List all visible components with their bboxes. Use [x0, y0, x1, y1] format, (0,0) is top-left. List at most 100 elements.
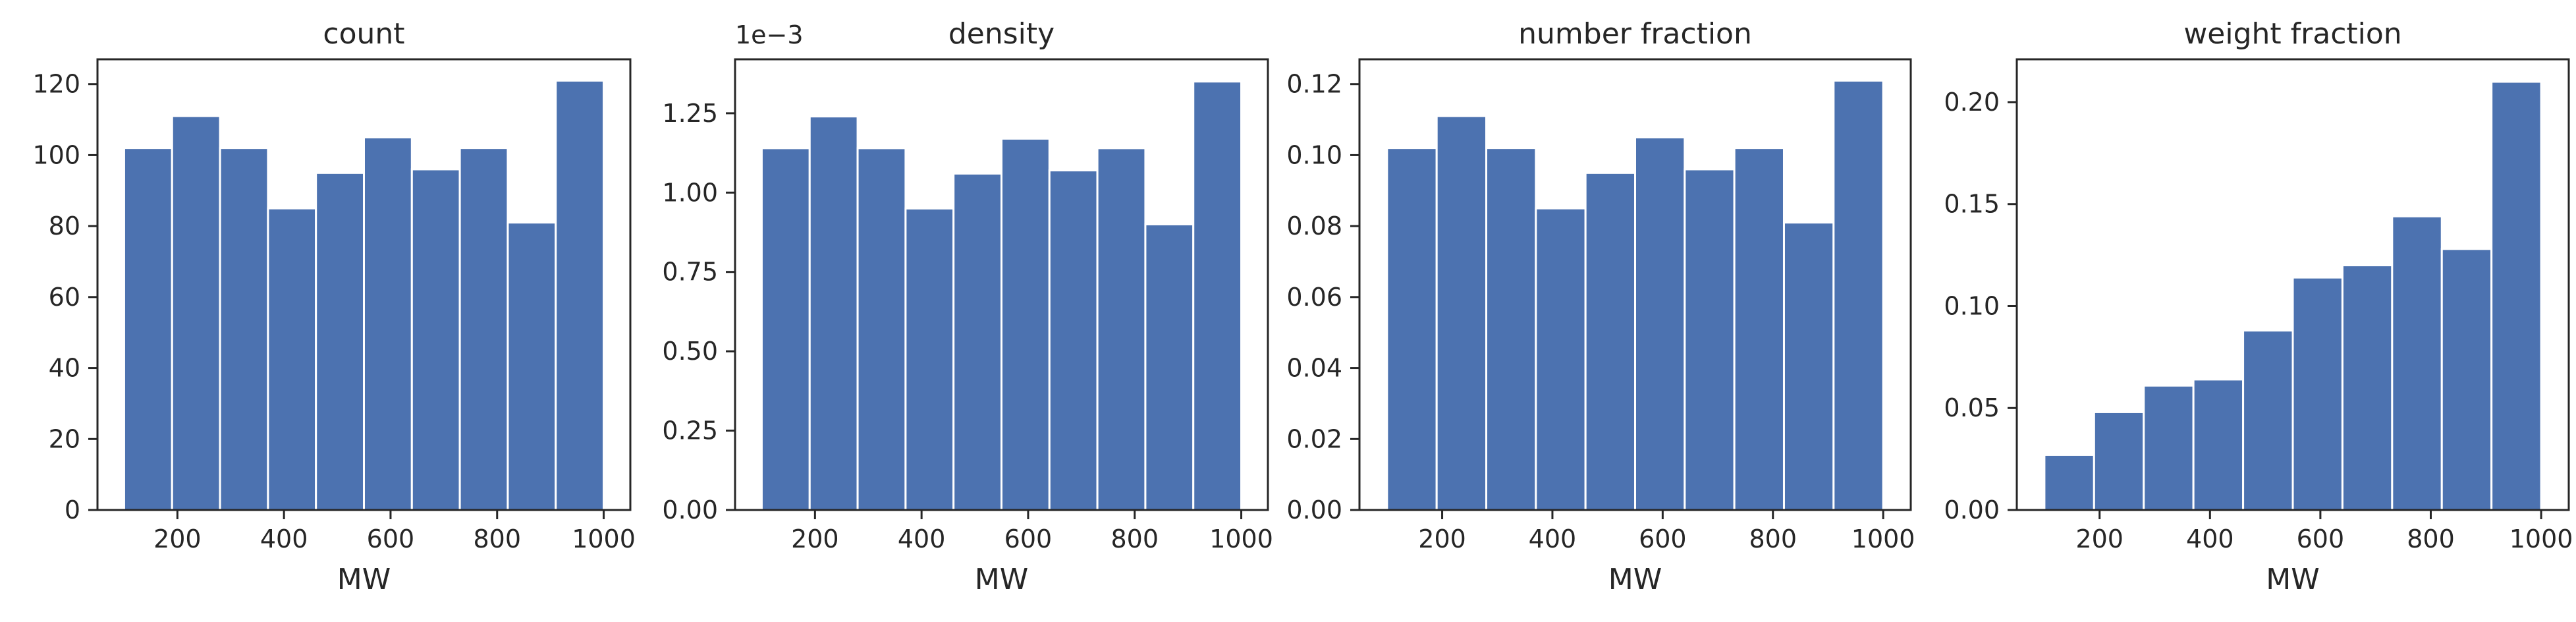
- histogram-bar: [1048, 169, 1099, 511]
- y-tick-label: 0.10: [1944, 291, 2000, 320]
- y-tick-label: 60: [49, 283, 80, 312]
- y-tick-label: 0: [65, 495, 80, 524]
- x-tick-label: 800: [473, 524, 521, 553]
- panel-count: 200 400 600 800 1000 0 20 40 60 80 100 120 count MW: [32, 17, 635, 596]
- y-tick-label: 120: [32, 70, 80, 99]
- histogram-bar: [2440, 248, 2493, 511]
- panel-density: 200 400 600 800 1000 0.00 0.25 0.50 0.75 1.00 1.25…: [662, 17, 1273, 596]
- y-tick-label: 0.12: [1286, 70, 1342, 99]
- histogram-bar: [507, 221, 557, 511]
- y-tick-label: 100: [32, 140, 80, 169]
- histogram-bar: [1144, 223, 1195, 511]
- histogram-bar: [1000, 137, 1051, 511]
- y-tick-label: 0.08: [1286, 212, 1342, 240]
- panel-title: weight fraction: [2183, 17, 2401, 51]
- histogram-bar: [1733, 147, 1785, 511]
- x-axis-label: MW: [975, 563, 1028, 596]
- axes-frame: [96, 58, 632, 511]
- x-axis-label: MW: [1608, 563, 1662, 596]
- x-tick-label: 400: [2186, 524, 2234, 553]
- histogram-bar: [2143, 384, 2195, 511]
- histogram-bar: [2291, 276, 2343, 511]
- x-tick-label: 400: [1529, 524, 1577, 553]
- y-tick-label: 0.15: [1944, 190, 2000, 219]
- y-tick-label: 0.50: [662, 337, 718, 366]
- histogram-bar: [1584, 171, 1636, 511]
- x-tick-label: 1000: [2509, 524, 2573, 553]
- histogram-bar: [1192, 80, 1243, 511]
- histogram-bar: [123, 147, 173, 511]
- histogram-bar: [315, 171, 365, 511]
- panel-title: number fraction: [1518, 17, 1752, 51]
- histogram-bar: [458, 147, 509, 511]
- y-tick-label: 0.20: [1944, 88, 2000, 117]
- histogram-bar: [808, 115, 859, 511]
- x-tick-label: 600: [367, 524, 415, 553]
- histogram-bar: [760, 147, 811, 511]
- axes-frame: [1358, 58, 1912, 511]
- x-tick-label: 800: [1110, 524, 1159, 553]
- x-tick-label: 400: [898, 524, 946, 553]
- histogram-bar: [2391, 215, 2443, 511]
- histogram-bar: [1386, 147, 1438, 511]
- histogram-bar: [2490, 80, 2542, 511]
- histogram-bar: [2192, 378, 2245, 511]
- y-tick-label: 1.00: [662, 178, 718, 207]
- x-tick-label: 1000: [1851, 524, 1915, 553]
- y-tick-label: 0.00: [1944, 495, 2000, 524]
- y-tick-label: 0.06: [1286, 283, 1342, 312]
- histogram-bar: [267, 207, 317, 511]
- panel-weight-fraction: 200 400 600 800 1000 0.00 0.05 0.10 0.15 0.20 weig…: [1944, 17, 2573, 596]
- histogram-bar: [2341, 264, 2394, 511]
- y-tick-label: 0.05: [1944, 393, 2000, 422]
- histogram-bar: [1634, 136, 1686, 511]
- x-tick-label: 200: [1418, 524, 1466, 553]
- histogram-bar: [904, 207, 955, 511]
- histogram-bar: [856, 147, 907, 511]
- y-tick-label: 0.25: [662, 416, 718, 445]
- y-offset-label: 1e−3: [735, 20, 804, 49]
- y-tick-label: 0.04: [1286, 354, 1342, 383]
- x-tick-label: 800: [1749, 524, 1797, 553]
- histogram-bar: [2242, 329, 2294, 511]
- x-tick-label: 1000: [572, 524, 636, 553]
- x-tick-label: 600: [1639, 524, 1687, 553]
- x-tick-label: 200: [153, 524, 202, 553]
- histogram-bar: [1435, 115, 1488, 511]
- histogram-bar: [2043, 453, 2095, 511]
- histogram-bar: [1535, 207, 1587, 511]
- axes-frame: [734, 58, 1269, 511]
- x-axis-label: MW: [2266, 563, 2319, 596]
- histogram-bar: [1782, 221, 1835, 511]
- y-tick-label: 0.00: [1286, 495, 1342, 524]
- y-tick-label: 0.10: [1286, 140, 1342, 169]
- y-tick-label: 40: [49, 354, 80, 383]
- histogram-bar: [363, 136, 413, 511]
- x-tick-label: 800: [2407, 524, 2455, 553]
- histogram-bar: [410, 168, 461, 511]
- histogram-bar: [555, 79, 605, 511]
- histogram-bar: [1485, 147, 1537, 511]
- y-tick-label: 0.00: [662, 495, 718, 524]
- y-tick-label: 0.02: [1286, 424, 1342, 453]
- panel-title: count: [323, 17, 404, 51]
- histogram-bar: [1096, 147, 1147, 511]
- panel-title: density: [948, 17, 1055, 51]
- x-tick-label: 1000: [1209, 524, 1273, 553]
- y-tick-label: 20: [49, 424, 80, 453]
- histogram-bar: [219, 147, 269, 511]
- x-tick-label: 400: [260, 524, 308, 553]
- x-tick-label: 200: [2075, 524, 2124, 553]
- axes-frame: [2015, 58, 2570, 511]
- x-tick-label: 200: [791, 524, 839, 553]
- panel-number-fraction: 200 400 600 800 1000 0.00 0.02 0.04 0.06 0.08 0.10…: [1286, 17, 1915, 596]
- y-tick-label: 80: [49, 212, 80, 240]
- y-tick-label: 1.25: [662, 99, 718, 128]
- x-tick-label: 600: [2297, 524, 2345, 553]
- histogram-bar: [171, 115, 221, 511]
- histogram-bar: [2093, 410, 2145, 511]
- y-tick-label: 0.75: [662, 258, 718, 287]
- x-tick-label: 600: [1004, 524, 1053, 553]
- histogram-bar: [952, 172, 1002, 511]
